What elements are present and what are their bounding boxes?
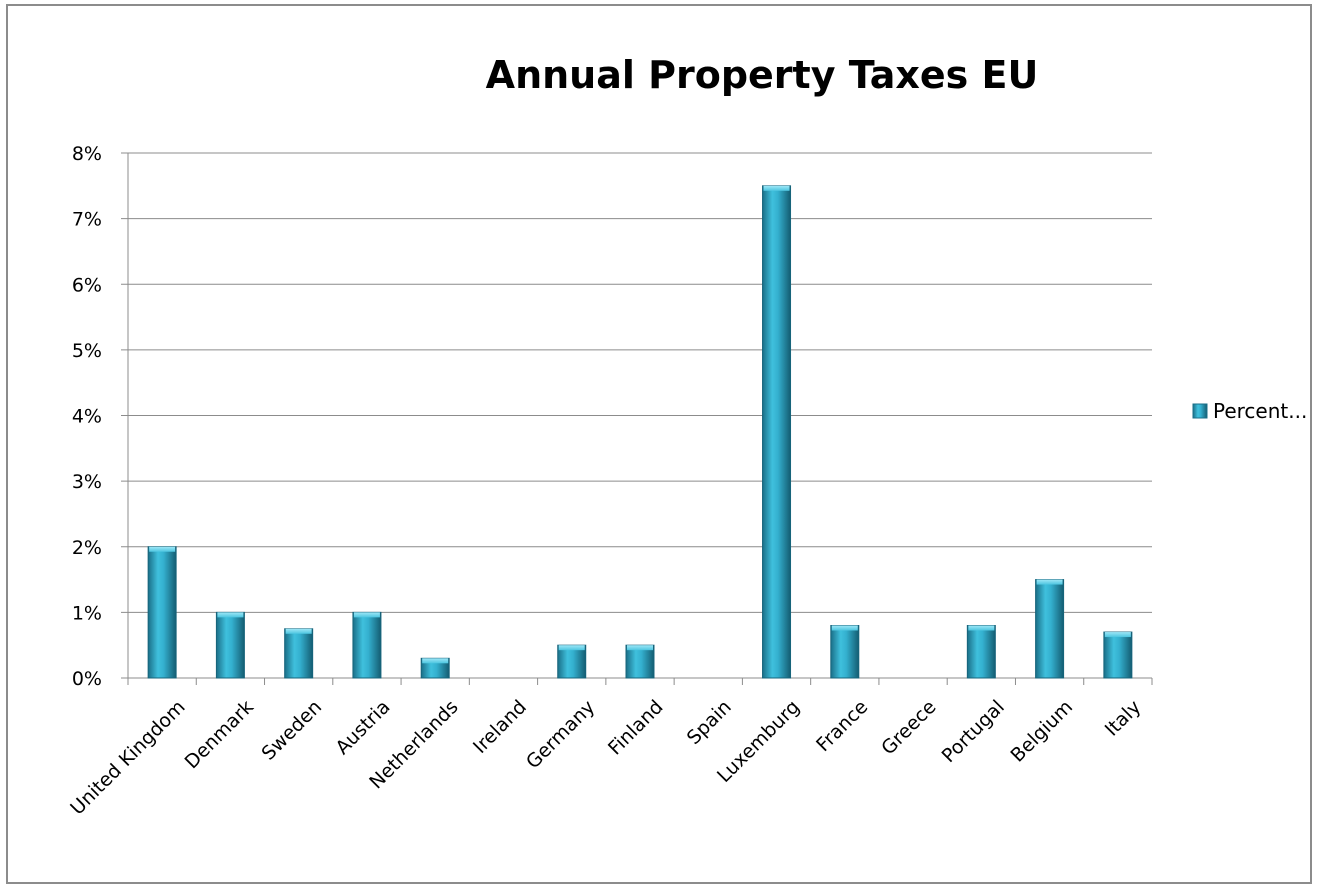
bar-body (966, 625, 996, 679)
bar-body (762, 185, 792, 679)
bars (147, 185, 1133, 679)
y-tick-label: 8% (72, 143, 102, 165)
bar-body (830, 625, 860, 679)
category-label: United Kingdom (66, 696, 189, 819)
chart-frame (6, 4, 1312, 884)
y-tick-label: 6% (72, 274, 102, 296)
bar-body (557, 644, 587, 679)
category-label: Belgium (1006, 696, 1077, 767)
bar-cap (149, 546, 176, 552)
y-tick-label: 2% (72, 537, 102, 559)
category-label: France (812, 696, 872, 756)
category-label: Spain (683, 696, 736, 749)
y-tick-label: 4% (72, 406, 102, 428)
category-label: Ireland (469, 696, 531, 758)
legend: Percent... (1192, 399, 1307, 423)
bar (625, 644, 655, 679)
bar-cap (627, 645, 653, 651)
bar (1035, 579, 1065, 679)
chart-title: Annual Property Taxes EU (486, 53, 1039, 97)
bar-cap (285, 628, 312, 634)
bar-cap (1036, 579, 1063, 585)
bar-cap (831, 625, 858, 631)
bar-body (284, 628, 314, 679)
category-label: Italy (1101, 696, 1146, 741)
bar-cap (353, 612, 380, 618)
bar (966, 625, 996, 679)
axes: 0% 1% 2% 3% 4% 5% 6% 7% 8% (72, 143, 1153, 690)
bar-body (1035, 579, 1065, 679)
bar-cap (558, 645, 585, 651)
category-label: Germany (522, 696, 599, 773)
bar-cap (1104, 632, 1131, 638)
y-tick-label: 5% (72, 340, 102, 362)
category-label: Greece (877, 696, 940, 759)
bar-body (215, 611, 245, 679)
bar-cap (763, 185, 790, 191)
category-label: Austria (331, 696, 394, 759)
bar-cap (217, 612, 244, 618)
bar-cap (422, 658, 449, 664)
bar (762, 185, 792, 679)
y-tick-label: 7% (72, 209, 102, 231)
bar (352, 611, 382, 679)
legend-label: Percent... (1213, 399, 1307, 423)
bar (147, 546, 177, 679)
bar-cap (968, 625, 995, 631)
category-label: Denmark (181, 696, 258, 773)
legend-swatch (1192, 403, 1208, 419)
bar-body (352, 611, 382, 679)
bar (215, 611, 245, 679)
category-label: Finland (604, 696, 668, 760)
y-tick-label: 3% (72, 471, 102, 493)
category-label: Sweden (258, 696, 327, 765)
y-tick-label: 0% (72, 668, 102, 690)
bar-body (1103, 631, 1133, 679)
bar (557, 644, 587, 679)
y-tick-label: 1% (72, 602, 102, 624)
bar-body (147, 546, 177, 679)
bar (830, 625, 860, 679)
gridlines (128, 152, 1152, 613)
bar (284, 628, 314, 679)
bar (1103, 631, 1133, 679)
category-label: Portugal (938, 696, 1009, 767)
bar (420, 657, 450, 679)
